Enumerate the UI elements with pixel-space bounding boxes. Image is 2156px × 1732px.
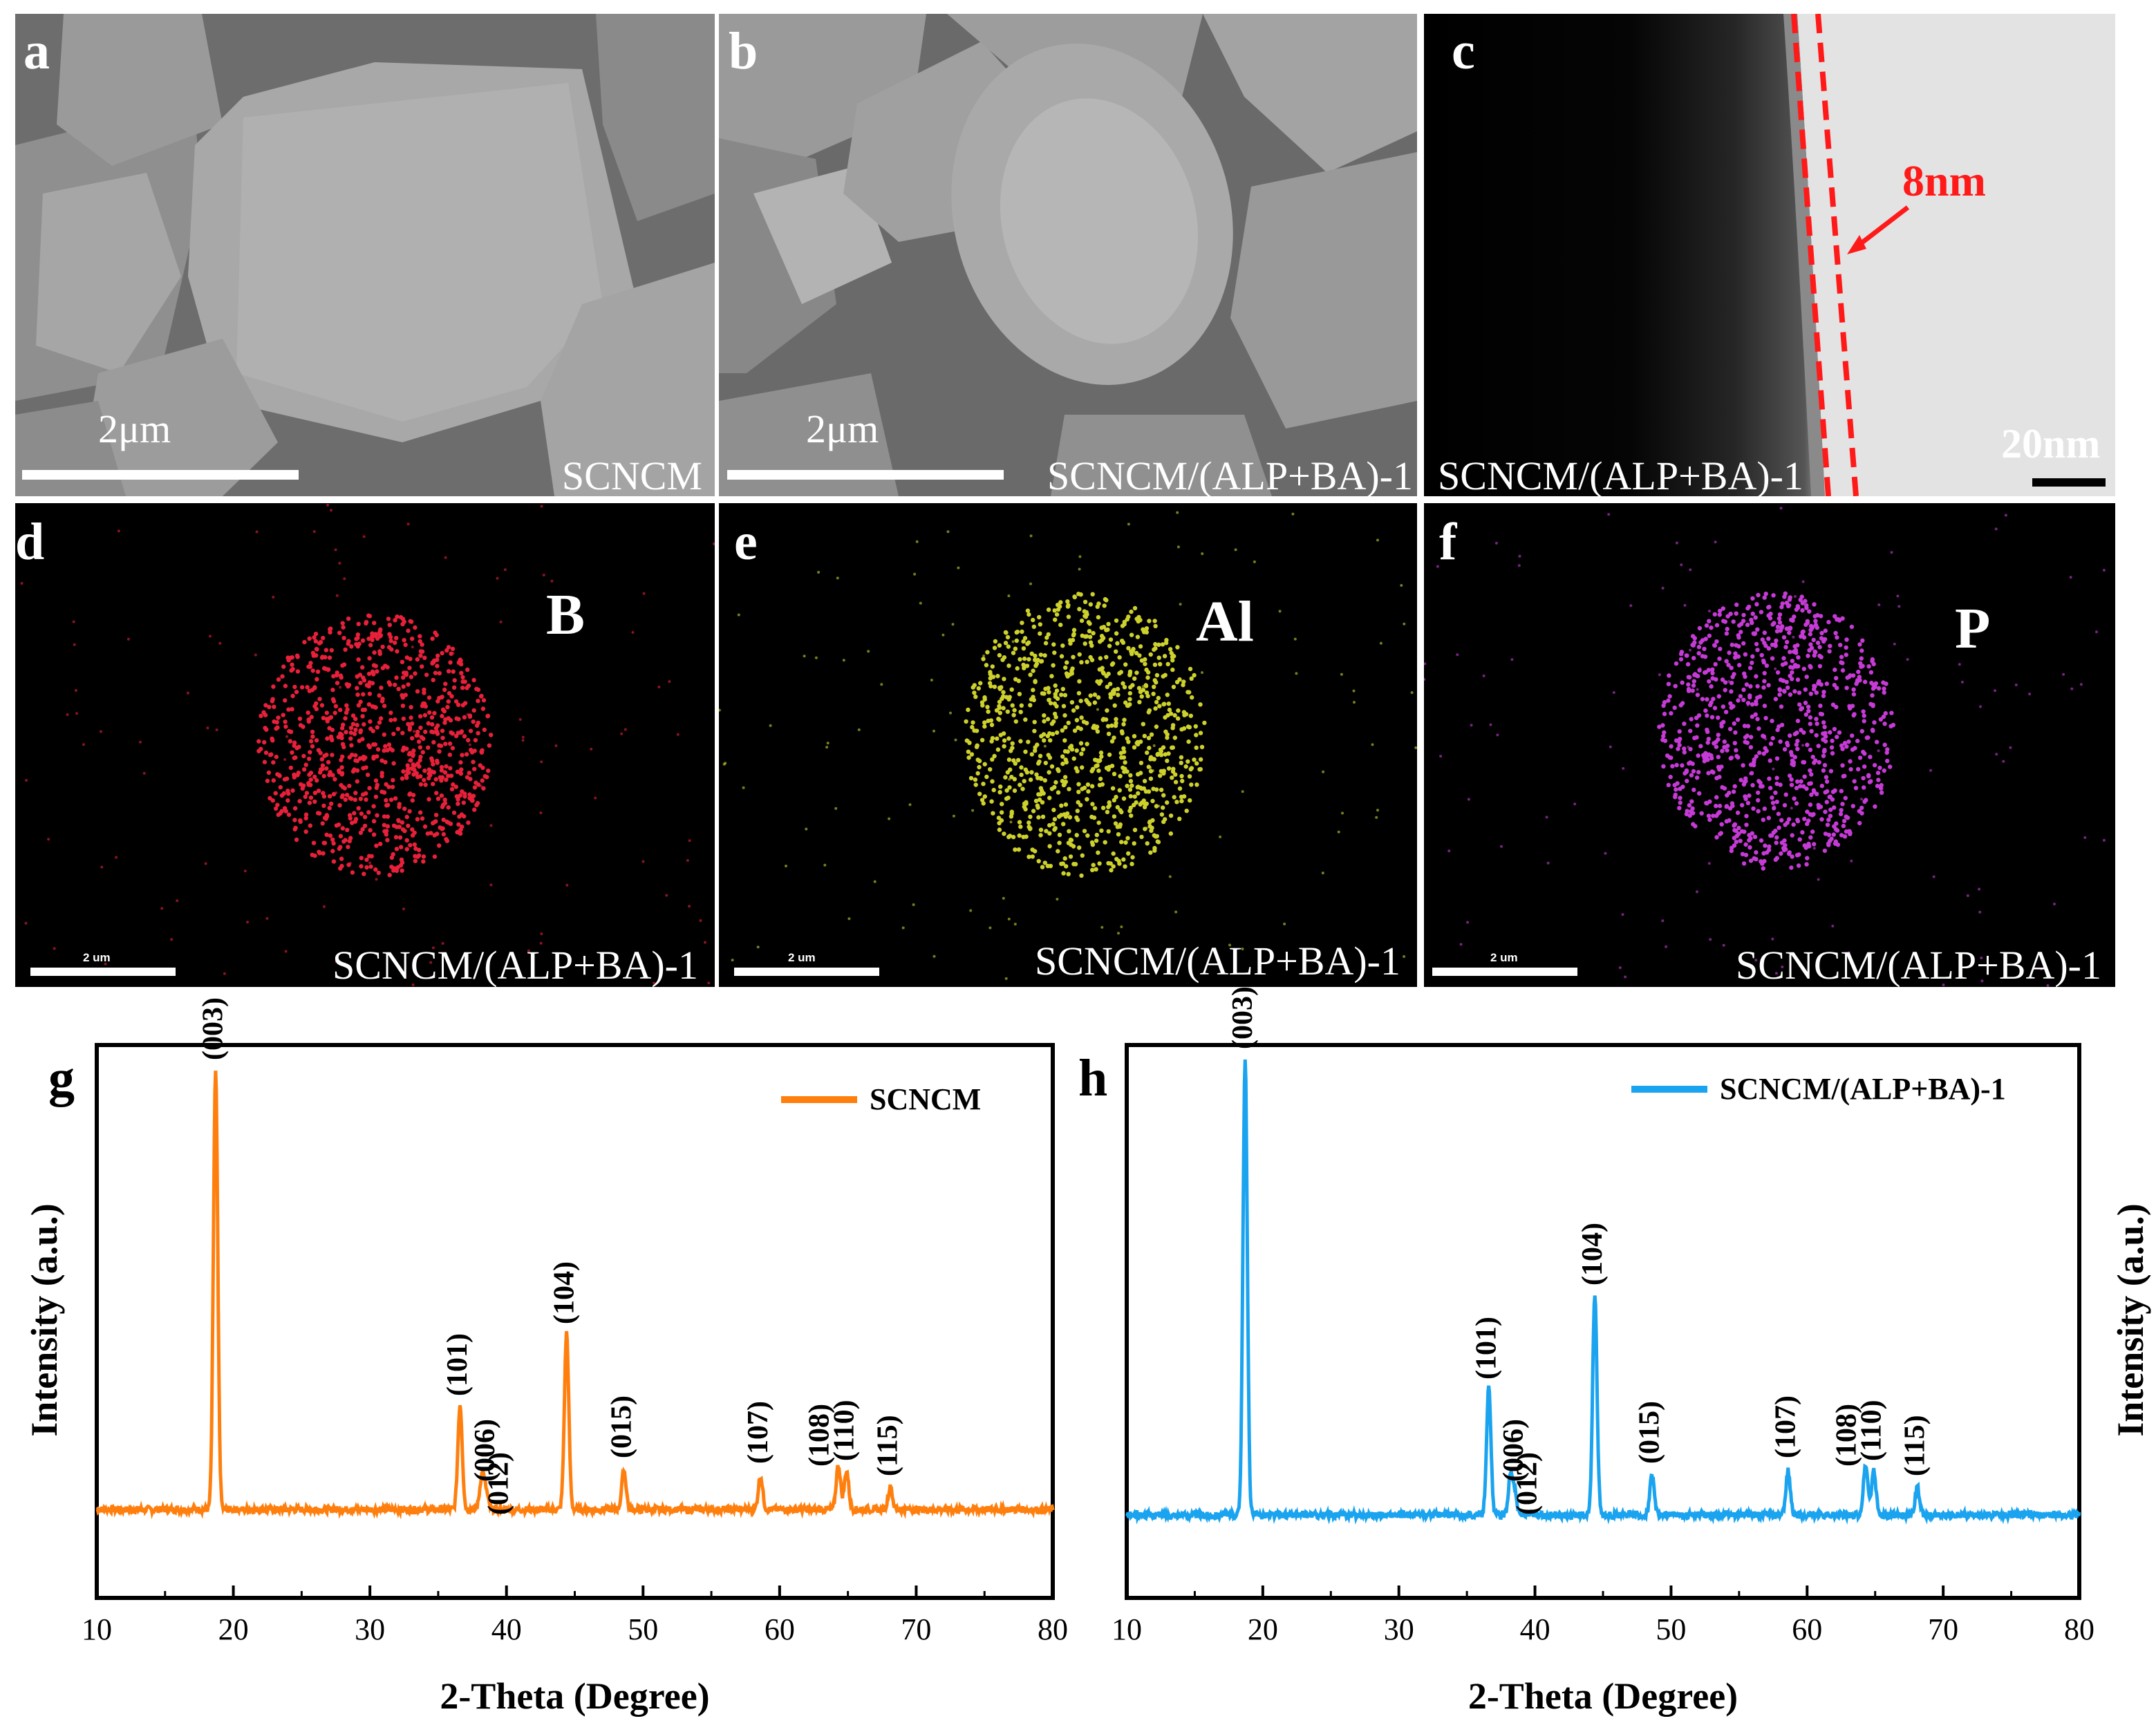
sample-caption: SCNCM [561,453,702,496]
scale-bar [734,968,879,976]
peak-label: (012) [483,1452,515,1515]
x-tick-label: 60 [1792,1612,1822,1646]
panel-label: b [729,22,758,80]
xrd-chart-g: 10 20 30 40 50 60 70 80 2-Theta (Degree) Intensit… [24,997,1068,1717]
panel-d-boron-map: d B 2 um SCNCM/(ALP+BA)-1 [15,503,715,987]
sem-particles-a [15,14,715,496]
x-tick-label: 60 [765,1612,795,1646]
x-tick-label: 30 [1384,1612,1414,1646]
x-axis-label: 2-Theta (Degree) [440,1675,709,1717]
panel-a-sem: a 2μm SCNCM [15,14,715,496]
boron-dot-map [20,503,715,986]
x-tick-label: 40 [491,1612,522,1646]
x-tick-label: 10 [82,1612,112,1646]
x-axis-label: 2-Theta (Degree) [1468,1675,1738,1717]
panel-label: h [1078,1049,1107,1107]
x-tick-label: 30 [355,1612,385,1646]
scale-bar [727,470,1004,480]
x-tick-label: 70 [901,1612,931,1646]
x-tick-label: 80 [1038,1612,1068,1646]
element-symbol: Al [1196,590,1254,654]
peak-label: (107) [742,1401,774,1464]
peak-label: (003) [1227,986,1259,1049]
y-axis-label: Intensity (a.u.) [2110,1203,2151,1437]
scale-bar [1432,968,1577,976]
plot-frame [95,1043,1055,1600]
peak-label: (104) [548,1261,580,1324]
sample-caption: SCNCM/(ALP+BA)-1 [1736,943,2101,987]
scale-bar-label: 2 um [1490,951,1518,964]
legend-label: SCNCM [870,1082,981,1116]
coating-thickness-label: 8nm [1902,156,1986,205]
x-tick-label: 70 [1928,1612,1958,1646]
y-axis-label: Intensity (a.u.) [24,1203,65,1437]
peak-label: (006) [469,1419,501,1482]
peak-label: (108) [1831,1404,1863,1467]
scale-bar-label: 2μm [98,406,171,451]
panel-label: f [1439,513,1457,571]
panel-label: e [734,513,758,571]
peak-label: (015) [1634,1401,1666,1464]
phosphorus-dot-map [1424,507,2106,987]
x-tick-label: 10 [1112,1612,1142,1646]
panel-c-tem: c 8nm 20nm SCNCM/(ALP+BA)-1 [1424,14,2115,496]
peak-label: (101) [442,1333,474,1396]
x-tick-label: 20 [218,1612,249,1646]
panel-label: a [24,22,50,80]
sem-particles-b [719,14,1417,496]
scale-bar-label: 20nm [2001,421,2101,467]
inner-boundary-line [1791,14,1831,496]
panel-label: c [1452,22,1475,80]
scale-bar-label: 2 um [788,951,816,964]
peak-label: (101) [1470,1317,1502,1380]
x-tick-label: 80 [2064,1612,2094,1646]
sample-caption: SCNCM/(ALP+BA)-1 [1035,939,1400,983]
peak-label: (015) [606,1395,637,1458]
scale-bar [22,470,299,480]
peak-label: (012) [1512,1452,1544,1515]
plot-frame [1125,1043,2081,1600]
coating-boundary [1783,14,2115,496]
arrow-head-icon [1847,235,1866,254]
panel-label: d [15,513,45,571]
peak-label: (115) [1899,1415,1931,1476]
panel-e-aluminum-map: e Al 2 um SCNCM/(ALP+BA)-1 [719,503,1417,987]
sample-caption: SCNCM/(ALP+BA)-1 [332,943,698,987]
element-symbol: P [1955,596,1991,661]
xrd-trace [95,1071,1055,1520]
legend-label: SCNCM/(ALP+BA)-1 [1720,1072,2006,1106]
peak-label: (108) [803,1404,835,1467]
peak-label: (006) [1498,1419,1530,1482]
outer-boundary-line [1815,14,1859,496]
peak-label: (107) [1770,1395,1801,1458]
sample-caption: SCNCM/(ALP+BA)-1 [1438,453,1803,496]
peak-label: (115) [872,1415,904,1476]
scale-bar-label: 2 um [83,951,111,964]
xrd-trace [1125,1060,2081,1525]
x-tick-label: 40 [1520,1612,1550,1646]
peak-label: (003) [198,997,229,1060]
aluminum-dot-map [719,511,1417,980]
x-tick-label: 50 [1656,1612,1686,1646]
xrd-chart-h: 10 20 30 40 50 60 70 80 2-Theta (Degree) Intensit… [1078,986,2151,1717]
sample-caption: SCNCM/(ALP+BA)-1 [1047,453,1413,496]
x-tick-label: 50 [628,1612,658,1646]
peak-label: (110) [828,1400,860,1461]
peak-label: (104) [1577,1223,1609,1286]
peak-label: (110) [1855,1400,1887,1461]
scale-bar-label: 2μm [806,406,879,451]
panel-f-phosphorus-map: f P 2 um SCNCM/(ALP+BA)-1 [1424,503,2115,987]
x-tick-label: 20 [1248,1612,1278,1646]
panel-b-sem: b 2μm SCNCM/(ALP+BA)-1 [719,14,1417,496]
panel-label: g [48,1049,75,1107]
scale-bar [2032,478,2106,487]
element-symbol: B [546,583,585,647]
scale-bar [30,968,176,976]
